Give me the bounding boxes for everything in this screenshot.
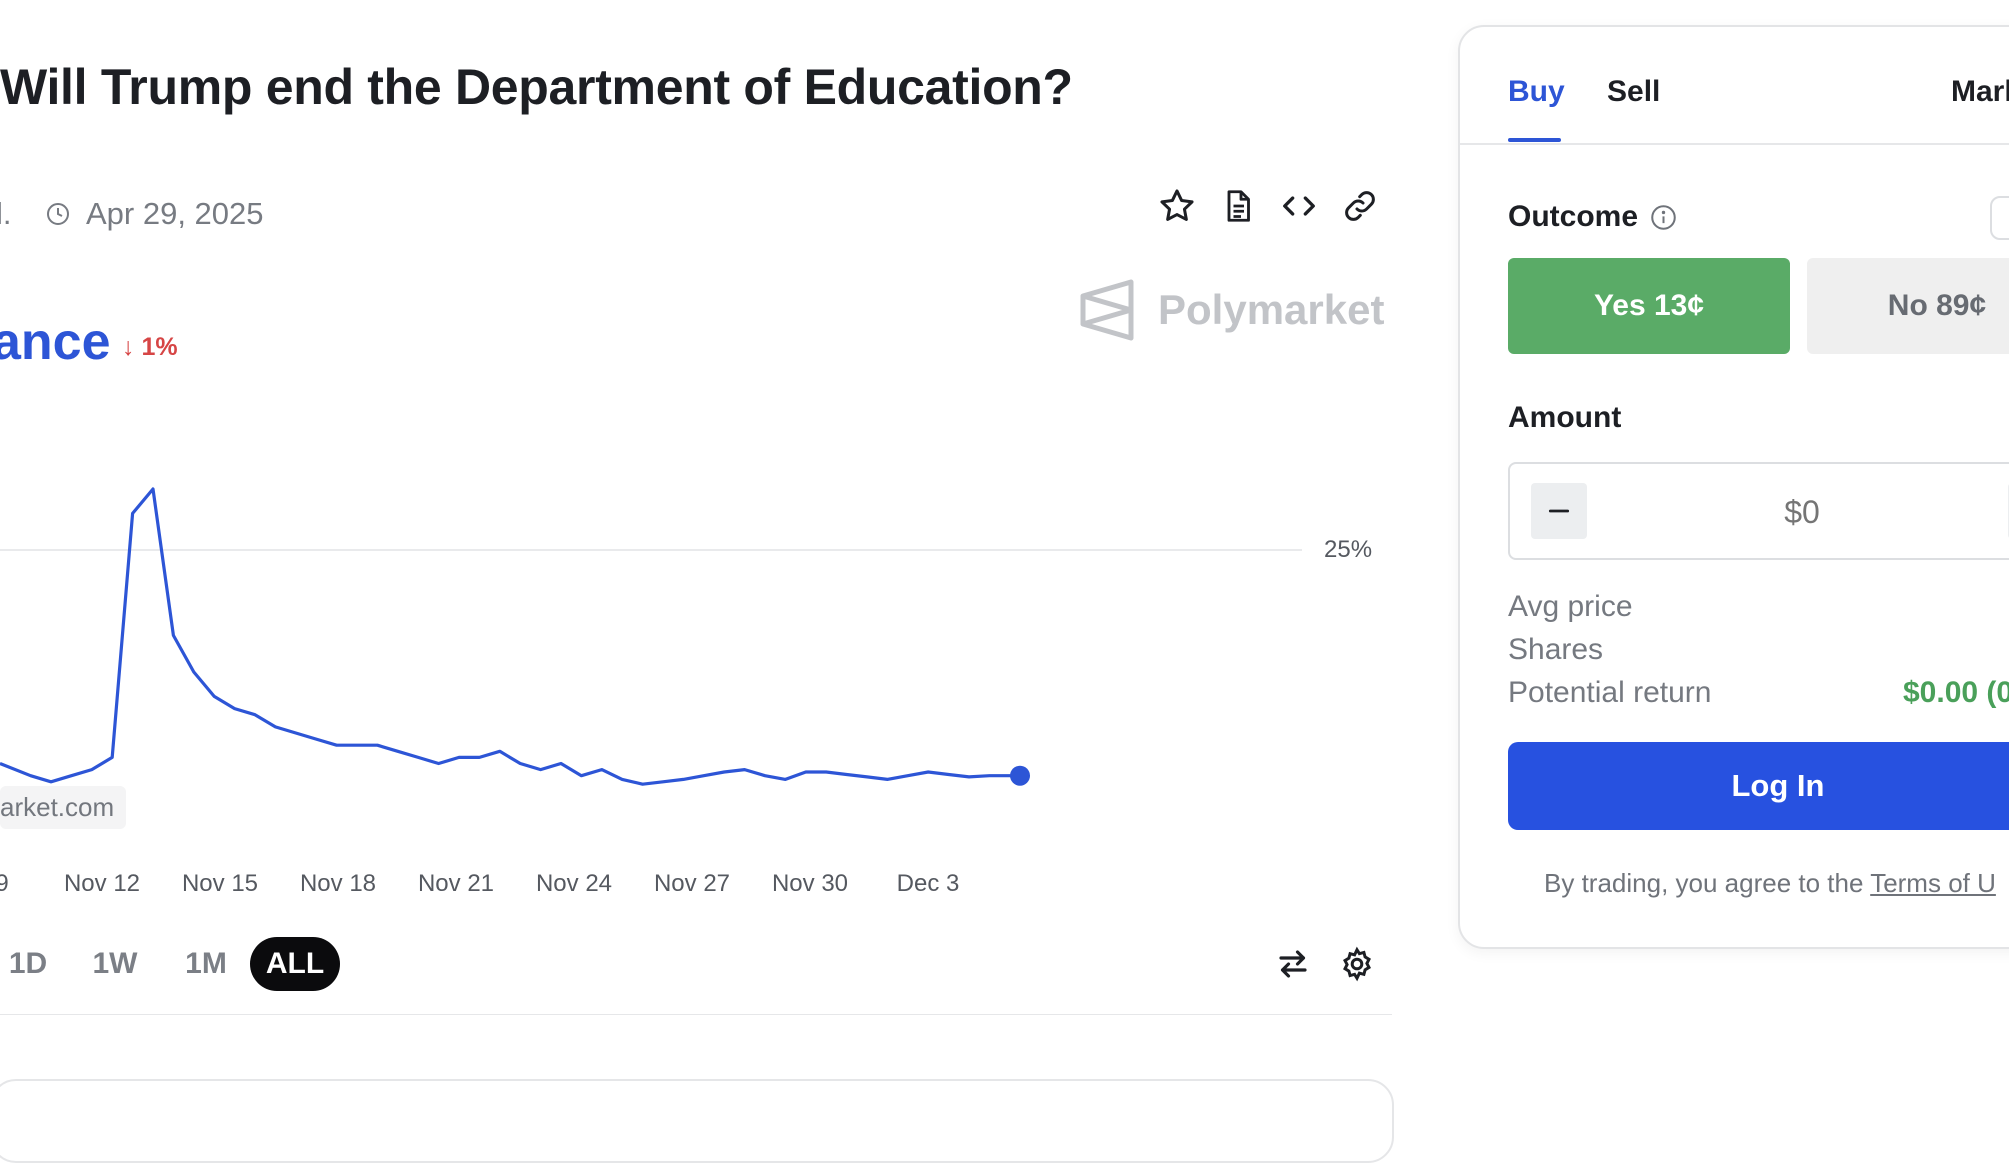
potential-return-label: Potential return <box>1508 676 1712 709</box>
swap-icon[interactable] <box>1265 936 1321 992</box>
page-title: Will Trump end the Department of Educati… <box>0 59 1073 115</box>
outcome-label-row: Outcome <box>1508 200 1677 234</box>
outcome-yes-button[interactable]: Yes 13¢ <box>1508 258 1790 354</box>
amount-input[interactable] <box>1700 487 1904 537</box>
terms-notice: By trading, you agree to the Terms of U <box>1544 868 1996 899</box>
polymarket-logo-icon <box>1080 279 1134 341</box>
end-date-text: Apr 29, 2025 <box>86 196 264 231</box>
active-tab-indicator <box>1508 138 1561 142</box>
refresh-icon[interactable] <box>1990 196 2009 240</box>
series-line <box>0 487 1020 786</box>
info-icon[interactable] <box>1650 204 1677 231</box>
x-tick-label: 9 <box>0 870 9 897</box>
gear-icon[interactable] <box>1329 936 1385 992</box>
avg-price-label: Avg price <box>1508 590 1633 623</box>
terms-prefix: By trading, you agree to the <box>1544 868 1871 898</box>
bottom-card <box>0 1079 1394 1163</box>
star-icon[interactable] <box>1149 178 1205 234</box>
potential-return-value: $0.00 (0 <box>1903 676 2009 709</box>
x-tick-label: Nov 15 <box>181 870 259 897</box>
range-all[interactable]: ALL <box>250 937 340 991</box>
x-tick-label: Nov 30 <box>771 870 849 897</box>
document-icon[interactable] <box>1210 178 1266 234</box>
code-embed-icon[interactable] <box>1271 178 1327 234</box>
x-tick-label: Nov 21 <box>417 870 495 897</box>
decrement-button[interactable] <box>1531 483 1587 539</box>
chance-label: ance <box>0 313 111 371</box>
chance-change-value: 1% <box>141 333 178 361</box>
shares-label: Shares <box>1508 633 1604 666</box>
watermark-url: arket.com <box>0 786 127 829</box>
chance-change: ↓ 1% <box>122 333 178 362</box>
link-icon[interactable] <box>1332 178 1388 234</box>
tab-sell[interactable]: Sell <box>1607 75 1661 108</box>
tab-buy[interactable]: Buy <box>1508 75 1565 108</box>
x-tick-label: Nov 27 <box>653 870 731 897</box>
range-1m[interactable]: 1M <box>185 947 227 980</box>
x-tick-label: Nov 24 <box>535 870 613 897</box>
panel-tabs-divider <box>1460 143 2009 145</box>
terms-link[interactable]: Terms of U <box>1870 868 1996 898</box>
amount-field-frame <box>1508 462 2009 560</box>
clock-icon <box>47 203 69 225</box>
range-1d[interactable]: 1D <box>8 947 48 980</box>
range-1w[interactable]: 1W <box>92 947 138 980</box>
arrow-down-icon: ↓ <box>122 333 135 361</box>
section-divider <box>0 1014 1392 1015</box>
volume-text-fragment: l. <box>0 196 12 231</box>
outcome-label: Outcome <box>1508 200 1639 233</box>
x-tick-label: Nov 18 <box>299 870 377 897</box>
end-date: Apr 29, 2025 <box>46 196 264 232</box>
series-end-dot <box>1010 765 1030 786</box>
login-button[interactable]: Log In <box>1508 742 2009 830</box>
x-tick-label: Nov 12 <box>63 870 141 897</box>
polymarket-logo-text: Polymarket <box>1158 286 1385 333</box>
polymarket-logo: Polymarket <box>1078 278 1384 342</box>
amount-label: Amount <box>1508 401 1622 434</box>
tab-market-order[interactable]: Mark <box>1951 75 2009 108</box>
outcome-no-button[interactable]: No 89¢ <box>1807 258 2009 354</box>
price-chart <box>0 487 1302 786</box>
x-tick-label: Dec 3 <box>896 870 960 897</box>
y-tick-label: 25% <box>1324 536 1373 563</box>
minus-icon <box>1548 509 1570 513</box>
